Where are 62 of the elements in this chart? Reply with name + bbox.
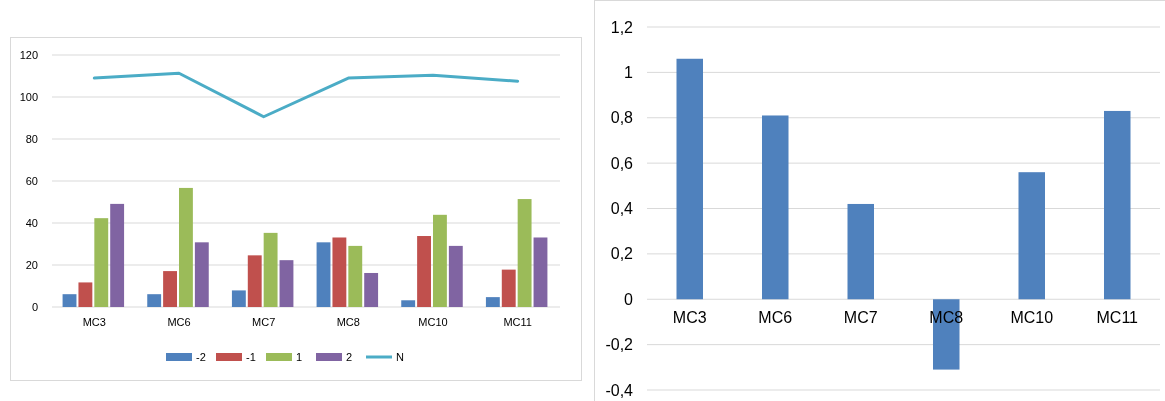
y-tick-label: 0 (31, 300, 38, 313)
bar (448, 245, 463, 307)
bar (501, 269, 516, 307)
y-tick-label: 100 (19, 90, 38, 103)
bar (62, 294, 77, 307)
bar (110, 203, 125, 307)
bar (485, 297, 500, 307)
bar (147, 294, 162, 307)
bar (348, 245, 363, 307)
x-tick-label: MC7 (252, 316, 276, 328)
y-tick-label: 0,4 (610, 200, 634, 218)
x-tick-label: MC3 (82, 316, 106, 328)
y-tick-label: 1 (624, 63, 634, 81)
legend-label: 2 (346, 350, 353, 363)
legend-label: 1 (296, 350, 303, 363)
bar (847, 203, 874, 300)
y-tick-label: 0 (624, 290, 634, 308)
bar (163, 271, 177, 307)
bar (332, 237, 347, 307)
bar (194, 242, 209, 307)
bar (1018, 172, 1046, 300)
x-tick-label: MC11 (503, 316, 532, 328)
bar (433, 214, 447, 307)
y-tick-label: -0,2 (605, 336, 634, 354)
y-tick-label: 0,2 (610, 245, 634, 263)
bar (364, 272, 379, 307)
y-tick-label: 1,2 (610, 18, 634, 36)
bar (316, 242, 331, 307)
legend-label: N (396, 350, 404, 363)
x-tick-label: MC3 (672, 309, 707, 327)
x-tick-label: MC6 (167, 316, 191, 328)
x-tick-label: MC10 (1010, 309, 1054, 327)
bar (417, 236, 431, 307)
bar (263, 232, 278, 307)
legend-label: -2 (196, 350, 206, 363)
legend-label: -1 (246, 350, 256, 363)
y-tick-label: -0,4 (605, 381, 634, 399)
bar (247, 255, 262, 307)
y-tick-label: 80 (25, 132, 38, 145)
x-tick-label: MC8 (336, 316, 360, 328)
line-series (92, 71, 520, 119)
y-tick-label: 120 (19, 48, 38, 61)
x-tick-label: MC11 (1096, 309, 1139, 327)
y-tick-label: 60 (25, 174, 38, 187)
x-tick-label: MC6 (758, 309, 793, 327)
bar (179, 187, 193, 307)
bar (533, 237, 548, 307)
bar (78, 282, 93, 307)
y-tick-label: 40 (25, 216, 38, 229)
y-tick-label: 0,8 (610, 109, 634, 127)
bar (517, 199, 532, 307)
x-tick-label: MC7 (843, 309, 878, 327)
bar (762, 115, 789, 300)
bar (401, 300, 416, 307)
bar (231, 290, 246, 307)
bar (279, 260, 294, 307)
bar (94, 218, 109, 307)
bar (1104, 110, 1131, 300)
y-tick-label: 20 (25, 258, 38, 271)
y-tick-label: 0,6 (610, 154, 634, 172)
x-tick-label: MC10 (418, 316, 448, 328)
bar (676, 58, 703, 300)
